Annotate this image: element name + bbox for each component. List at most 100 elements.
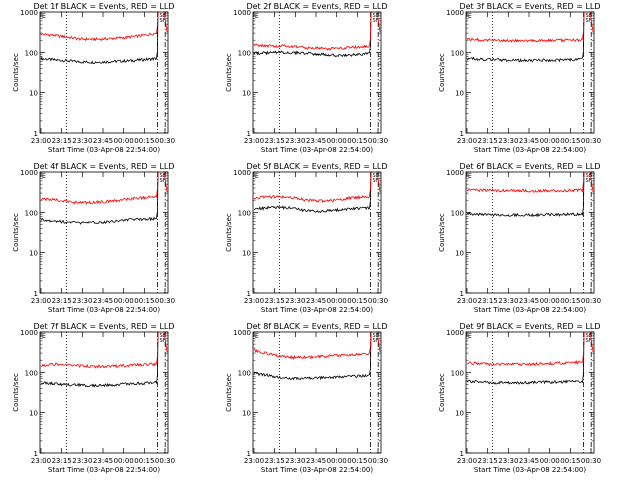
- series-line-events: [253, 331, 372, 381]
- y-tick-label: 100: [451, 369, 464, 377]
- chart-panel-3: Det 3f BLACK = Events, RED = LLD 1 10 100 10…: [438, 2, 601, 154]
- x-tick-label: 23:00: [244, 137, 264, 145]
- y-tick-label: 100: [451, 209, 464, 217]
- y-tick-label: 100: [238, 49, 251, 57]
- legend-mark-se: SE: [160, 333, 166, 339]
- y-axis-label: Counts/sec: [438, 213, 446, 252]
- y-tick-label: 1: [460, 450, 464, 458]
- legend-mark-sf: SF: [160, 338, 166, 344]
- series-line-events: [40, 331, 159, 388]
- series-line-lld: [466, 11, 585, 43]
- series-tail-lld: [589, 12, 594, 33]
- chart-title: Det 5f BLACK = Events, RED = LLD: [246, 162, 387, 171]
- chart-title: Det 7f BLACK = Events, RED = LLD: [33, 322, 174, 331]
- y-tick-label: 10: [455, 250, 464, 258]
- y-tick-label: 1000: [20, 9, 38, 17]
- y-tick-label: 1: [34, 290, 38, 298]
- x-tick-label: 23:00: [244, 297, 264, 305]
- chart-panel-2: Det 2f BLACK = Events, RED = LLD 1 10 100 10…: [225, 2, 388, 154]
- x-tick-label: 00:00: [114, 457, 134, 465]
- plot-frame: [39, 171, 169, 294]
- x-tick-label: 23:15: [478, 457, 498, 465]
- x-tick-label: 23:00: [457, 137, 477, 145]
- y-axis-label: Counts/sec: [225, 373, 233, 412]
- y-tick-label: 10: [455, 410, 464, 418]
- x-tick-label: 00:30: [155, 297, 175, 305]
- series-tail-lld: [163, 172, 168, 193]
- series-line-events: [253, 171, 372, 214]
- y-axis-label: Counts/sec: [12, 213, 20, 252]
- x-axis-label: Start Time (03-Apr-08 22:54:00): [474, 306, 586, 314]
- corner-mark: E: [255, 13, 259, 20]
- legend-mark-se: SE: [373, 333, 379, 339]
- x-tick-label: 00:15: [560, 297, 580, 305]
- series-line-events: [40, 171, 159, 225]
- series-line-lld: [253, 171, 372, 204]
- series-line-lld: [466, 331, 585, 367]
- plot-frame: [252, 171, 382, 294]
- series-line-lld: [41, 171, 159, 205]
- chart-title: Det 9f BLACK = Events, RED = LLD: [459, 322, 600, 331]
- legend-mark-sf: SF: [160, 18, 166, 24]
- y-axis-label: Counts/sec: [12, 373, 20, 412]
- y-tick-label: 1000: [233, 329, 251, 337]
- plot-frame: [465, 11, 595, 134]
- x-tick-label: 00:00: [540, 137, 560, 145]
- legend-mark-sf: SF: [586, 338, 592, 344]
- y-tick-label: 10: [242, 410, 251, 418]
- x-tick-label: 00:30: [581, 297, 601, 305]
- x-axis-label: Start Time (03-Apr-08 22:54:00): [261, 306, 373, 314]
- x-tick-label: 23:15: [478, 297, 498, 305]
- y-tick-label: 100: [451, 49, 464, 57]
- x-axis-label: Start Time (03-Apr-08 22:54:00): [261, 466, 373, 474]
- legend-mark-sf: SF: [373, 18, 379, 24]
- x-axis-label: Start Time (03-Apr-08 22:54:00): [48, 306, 160, 314]
- plot-frame: [465, 331, 595, 454]
- y-tick-label: 10: [29, 250, 38, 258]
- x-axis-label: Start Time (03-Apr-08 22:54:00): [261, 146, 373, 154]
- x-tick-label: 23:30: [285, 457, 305, 465]
- x-tick-label: 00:00: [540, 457, 560, 465]
- plot-frame: [39, 11, 169, 134]
- x-tick-label: 00:30: [581, 137, 601, 145]
- series-line-events: [466, 11, 585, 63]
- y-tick-label: 1000: [446, 9, 464, 17]
- y-tick-label: 1: [34, 450, 38, 458]
- plot-frame: [39, 331, 169, 454]
- y-tick-label: 1000: [446, 169, 464, 177]
- chart-panel-1: Det 1f BLACK = Events, RED = LLD 1 10 100 10…: [12, 2, 175, 154]
- y-tick-label: 1: [247, 450, 251, 458]
- x-tick-label: 00:30: [368, 457, 388, 465]
- series-line-events: [466, 331, 585, 385]
- series-tail-lld: [589, 172, 594, 193]
- y-tick-label: 1000: [20, 169, 38, 177]
- x-tick-label: 23:30: [72, 457, 92, 465]
- corner-mark: E: [468, 333, 472, 340]
- x-tick-label: 00:15: [347, 137, 367, 145]
- y-axis-label: Counts/sec: [12, 53, 20, 92]
- x-axis-label: Start Time (03-Apr-08 22:54:00): [48, 146, 160, 154]
- legend-mark-se: SE: [586, 13, 592, 19]
- legend-mark-sf: SF: [373, 178, 379, 184]
- x-tick-label: 23:00: [31, 137, 51, 145]
- y-tick-label: 1: [247, 130, 251, 138]
- y-tick-label: 100: [25, 369, 38, 377]
- x-tick-label: 00:30: [368, 297, 388, 305]
- y-tick-label: 1: [247, 290, 251, 298]
- x-tick-label: 00:15: [560, 457, 580, 465]
- chart-title: Det 6f BLACK = Events, RED = LLD: [459, 162, 600, 171]
- legend-mark-se: SE: [586, 333, 592, 339]
- x-tick-label: 23:45: [93, 297, 113, 305]
- chart-panel-8: Det 8f BLACK = Events, RED = LLD 1 10 100 10…: [225, 322, 388, 474]
- y-axis-label: Counts/sec: [438, 53, 446, 92]
- x-tick-label: 00:00: [327, 137, 347, 145]
- series-line-lld: [253, 11, 372, 51]
- plot-frame: [252, 11, 382, 134]
- series-line-events: [40, 11, 159, 65]
- legend-mark-sf: SF: [160, 178, 166, 184]
- legend-mark-sf: SF: [586, 178, 592, 184]
- y-tick-label: 1: [460, 290, 464, 298]
- x-tick-label: 23:15: [52, 137, 72, 145]
- series-tail-lld: [376, 332, 381, 353]
